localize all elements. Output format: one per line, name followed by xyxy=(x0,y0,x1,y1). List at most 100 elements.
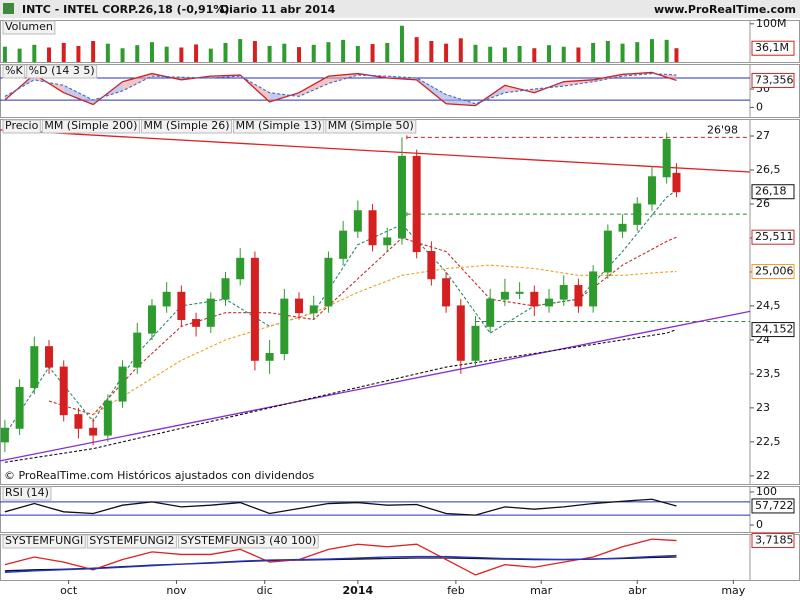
y-tick-label: 22 xyxy=(756,469,770,482)
volume-bar xyxy=(664,39,669,62)
site: www.ProRealTime.com xyxy=(654,3,796,16)
volume-bar xyxy=(517,45,522,62)
legend-entry-box xyxy=(2,534,86,549)
value-tag-label: 73,356 xyxy=(755,73,794,86)
volume-bar xyxy=(17,48,22,62)
candle-body xyxy=(647,176,656,205)
candle-body xyxy=(618,223,627,232)
candle-body xyxy=(662,138,671,178)
y-tick-label: 100 xyxy=(756,485,777,498)
candle-body xyxy=(442,278,451,307)
y-tick-label: 26,5 xyxy=(756,163,781,176)
volume-bar xyxy=(311,44,316,62)
volume-bar xyxy=(47,47,52,62)
volume-bar xyxy=(488,46,493,62)
candle-body xyxy=(0,427,9,443)
volume-bar xyxy=(473,44,478,62)
candle-body xyxy=(324,257,333,307)
value-tag xyxy=(751,322,795,338)
candle-body xyxy=(118,366,127,402)
volume-bar xyxy=(135,45,140,62)
legend-entry: MM (Simple 13) xyxy=(236,119,322,132)
candle-body xyxy=(147,305,156,334)
legend-entry: MM (Simple 50) xyxy=(328,119,414,132)
candle-body xyxy=(133,332,142,368)
trend-line xyxy=(0,310,750,462)
volume-bar xyxy=(149,42,154,62)
volume-bar xyxy=(649,39,654,62)
value-tag xyxy=(751,184,795,200)
legend-entry: SYSTEMFUNGI xyxy=(5,534,83,547)
volume-bar xyxy=(252,41,257,62)
legend-entry: MM (Simple 26) xyxy=(143,119,229,132)
legend-entry: SYSTEMFUNGI3 (40 100) xyxy=(180,534,316,547)
candle-body xyxy=(59,366,68,416)
volume-bar xyxy=(355,45,360,62)
candle-body xyxy=(280,298,289,354)
quote: 26,18 (-0,91%) xyxy=(138,3,229,16)
volume-bar xyxy=(620,43,625,62)
legend-entry: %K xyxy=(5,64,23,77)
symbol-icon[interactable] xyxy=(3,3,14,14)
candle-body xyxy=(221,278,230,300)
reference-label: 26'98 xyxy=(707,123,738,136)
y-tick-label: 27 xyxy=(756,129,770,142)
value-tag-label: 57,722 xyxy=(755,499,794,512)
candle-body xyxy=(545,298,554,307)
y-tick-label: 22,5 xyxy=(756,435,781,448)
legend-entry: SYSTEMFUNGI2 xyxy=(89,534,174,547)
volume-bar xyxy=(208,48,213,62)
panel-note: © ProRealTime.com Históricos ajustados c… xyxy=(4,469,315,482)
volume-bar xyxy=(385,42,390,62)
oscillator-fill xyxy=(122,73,152,91)
symbol: INTC - INTEL CORP. xyxy=(22,3,138,16)
date: 11 abr 2014 xyxy=(261,3,336,16)
volume-bar xyxy=(282,43,287,62)
volume-bar xyxy=(635,42,640,62)
panel-title: RSI (14) xyxy=(5,486,49,499)
candle-body xyxy=(456,305,465,361)
candle-body xyxy=(192,319,201,327)
volume-bar xyxy=(341,39,346,62)
value-tag-label: 25,511 xyxy=(755,230,794,243)
candle-body xyxy=(603,230,612,273)
volume-bar xyxy=(429,41,434,62)
y-tick-label: 0 xyxy=(756,518,763,531)
value-tag-label: 3,7185 xyxy=(755,534,794,547)
legend-entry-box xyxy=(177,534,319,549)
volume-bar xyxy=(76,45,81,62)
candle-body xyxy=(633,203,642,225)
candle-body xyxy=(515,291,524,294)
volume-bar xyxy=(267,45,272,62)
volume-bar xyxy=(414,37,419,62)
volume-bar xyxy=(399,25,404,62)
value-tag xyxy=(751,264,795,280)
legend-entry-box xyxy=(233,119,325,134)
volume-bar xyxy=(91,41,96,62)
x-tick-label: may xyxy=(721,584,745,597)
legend-entry: %D (14 3 5) xyxy=(29,64,95,77)
legend-entry-box xyxy=(2,64,26,79)
volume-bar xyxy=(561,46,566,62)
oscillator-fill xyxy=(63,85,94,105)
candle-body xyxy=(15,386,24,429)
volume-bar xyxy=(444,43,449,62)
candle-body xyxy=(265,352,274,361)
header-bar xyxy=(0,0,800,18)
volume-bar xyxy=(674,48,679,62)
value-tag-label: 24,152 xyxy=(755,323,794,336)
volume-bar xyxy=(458,38,463,62)
plot-area xyxy=(0,498,750,516)
volume-bar xyxy=(2,46,7,62)
volume-bar xyxy=(591,42,596,62)
series-line xyxy=(4,329,677,463)
y-tick-label: 100M xyxy=(756,17,787,30)
plot-area xyxy=(4,538,677,576)
candle-body xyxy=(427,251,436,280)
volume-bar xyxy=(605,41,610,62)
volume-bar xyxy=(370,44,375,62)
candle-body xyxy=(339,230,348,259)
panel-title-box xyxy=(2,486,52,501)
volume-bar xyxy=(179,47,184,62)
